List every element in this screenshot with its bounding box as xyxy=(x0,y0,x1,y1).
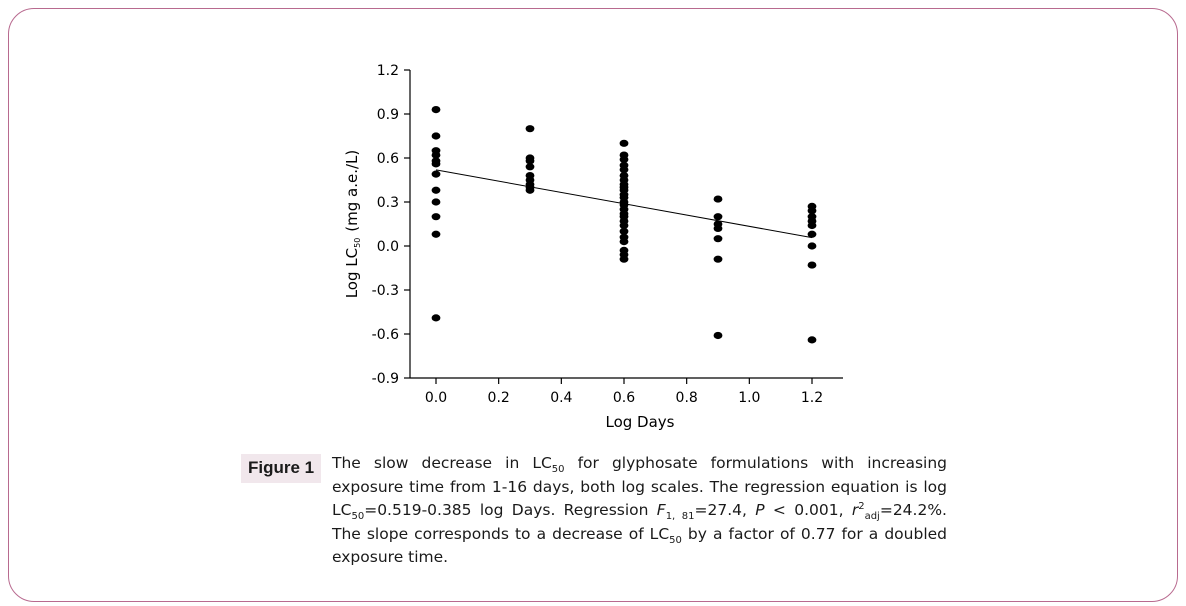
caption-part: =27.4, xyxy=(694,501,756,519)
data-point xyxy=(619,139,629,147)
data-point xyxy=(619,227,629,235)
data-point xyxy=(807,221,817,230)
y-tick-label: 0.0 xyxy=(377,239,399,255)
y-ticks: 1.2 0.9 0.6 0.3 0.0 -0.3 -0.6 -0.9 xyxy=(372,63,410,387)
data-point xyxy=(525,163,535,171)
caption-italic: P xyxy=(755,501,765,519)
x-tick-label: 0.4 xyxy=(550,390,572,406)
data-point xyxy=(713,235,723,243)
caption-sup: 2 xyxy=(858,500,865,512)
caption-sub: adj xyxy=(864,511,880,523)
x-tick-label: 0.8 xyxy=(676,390,698,406)
caption-text: The slow decrease in LC50 for glyphosate… xyxy=(332,452,947,570)
x-ticks: 0.0 0.2 0.4 0.6 0.8 1.0 1.2 xyxy=(425,378,823,406)
data-point xyxy=(713,255,723,263)
y-axis-title-sub: 50 xyxy=(353,238,362,248)
y-axis-title-units: (mg a.e./L) xyxy=(343,150,361,232)
x-tick-label: 0.2 xyxy=(488,390,510,406)
x-tick-label: 0.6 xyxy=(613,390,635,406)
data-point xyxy=(619,238,629,246)
data-point xyxy=(713,213,723,221)
data-points xyxy=(431,106,817,344)
x-tick-label: 1.0 xyxy=(738,390,760,406)
data-point xyxy=(431,106,441,114)
y-tick-label: -0.6 xyxy=(372,327,399,343)
x-axis-title: Log Days xyxy=(606,413,675,431)
data-point xyxy=(619,166,629,174)
data-point xyxy=(431,132,441,140)
caption-part: =24.2%. The slope corresponds to a decre… xyxy=(332,501,947,543)
caption-sub: 50 xyxy=(669,534,682,546)
data-point xyxy=(525,186,535,194)
data-point xyxy=(525,157,535,165)
data-point xyxy=(713,224,723,232)
data-point xyxy=(807,336,817,344)
caption-italic: F xyxy=(656,501,666,519)
data-point xyxy=(619,255,629,263)
data-point xyxy=(431,160,441,168)
data-point xyxy=(807,207,817,215)
data-point xyxy=(807,261,817,269)
caption-part: for glyphosate formulations with increas… xyxy=(332,454,947,519)
y-tick-label: 1.2 xyxy=(377,63,399,79)
data-point xyxy=(431,198,441,206)
caption-part: by a factor of 0.77 for a doubled exposu… xyxy=(332,524,948,567)
y-tick-label: 0.6 xyxy=(377,151,399,167)
data-point xyxy=(807,230,817,238)
figure-label: Figure 1 xyxy=(241,454,322,483)
caption-italic: r xyxy=(851,501,859,519)
data-point xyxy=(619,221,629,230)
data-point xyxy=(431,314,441,322)
caption-part: The slow decrease in LC xyxy=(332,454,552,472)
data-point xyxy=(525,125,535,133)
figure-frame xyxy=(8,8,1178,602)
y-axis-title: Log LC50 (mg a.e./L) xyxy=(343,150,362,299)
data-point xyxy=(431,186,441,194)
data-point xyxy=(431,170,441,178)
data-point xyxy=(807,242,817,250)
axes xyxy=(409,70,843,379)
y-tick-label: -0.3 xyxy=(372,283,399,299)
caption-part: < 0.001, xyxy=(764,501,852,519)
data-point xyxy=(431,151,441,159)
y-axis-title-main: Log LC xyxy=(343,248,361,298)
data-point xyxy=(619,155,629,164)
y-tick-label: -0.9 xyxy=(372,371,399,387)
x-tick-label: 0.0 xyxy=(425,390,447,406)
data-point xyxy=(713,331,723,340)
y-tick-label: 0.3 xyxy=(377,195,399,211)
data-point xyxy=(431,213,441,221)
x-tick-label: 1.2 xyxy=(801,390,823,406)
data-point xyxy=(713,195,723,203)
caption-sub: 50 xyxy=(351,511,365,523)
caption-part: =0.519-0.385 log Days. Regression xyxy=(364,501,657,519)
y-tick-label: 0.9 xyxy=(377,107,399,123)
caption-sub: 1, 81 xyxy=(665,511,695,523)
data-point xyxy=(431,230,441,238)
caption-sub: 50 xyxy=(551,464,565,476)
